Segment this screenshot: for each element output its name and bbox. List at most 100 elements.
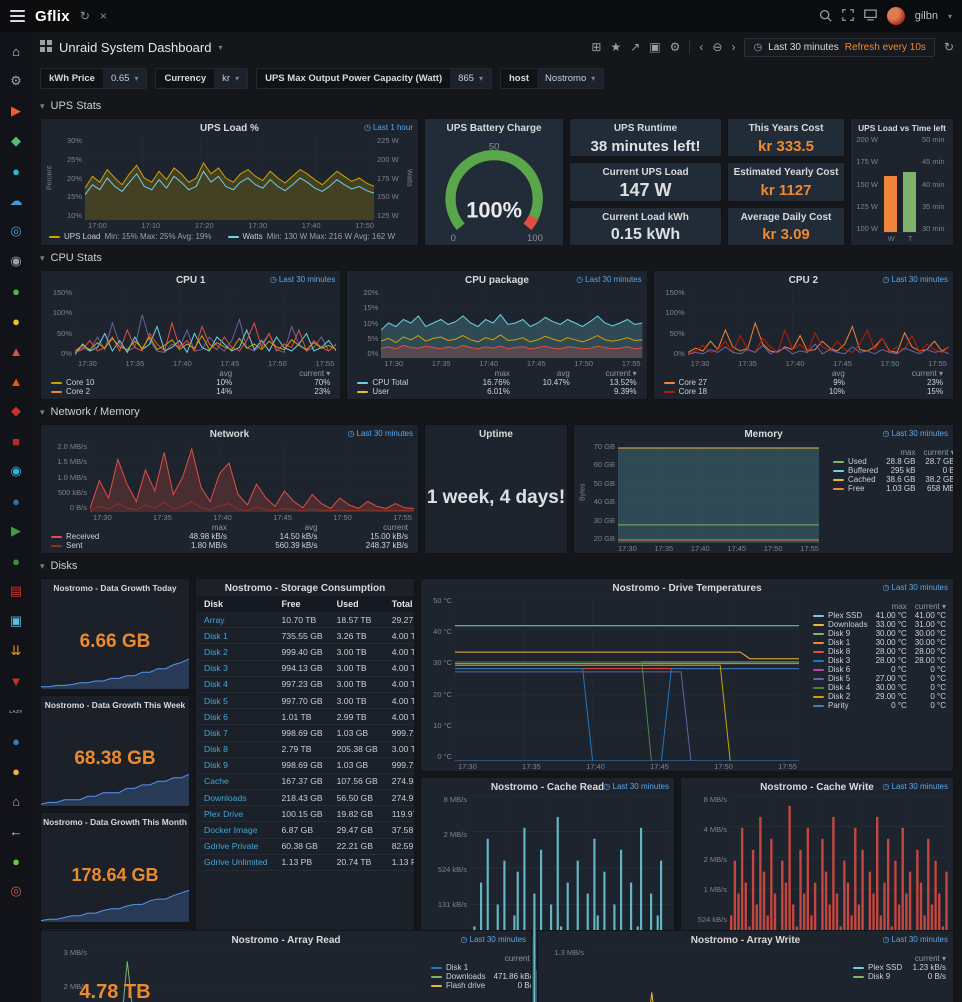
legend-column-header[interactable]: current ▾: [911, 369, 943, 378]
cpu1-chart[interactable]: [75, 288, 337, 358]
drive-temperatures-chart[interactable]: [455, 596, 799, 761]
disk-name-cell[interactable]: Downloads: [197, 789, 275, 807]
legend-item[interactable]: Used: [833, 457, 878, 466]
panel-title[interactable]: Current UPS Load: [602, 167, 689, 179]
sidebar-app-green-play-icon[interactable]: ▶: [11, 523, 21, 538]
sidebar-app-teal-circle-icon[interactable]: ●: [12, 163, 20, 179]
panel-title[interactable]: Estimated Yearly Cost: [733, 167, 839, 179]
disk-name-cell[interactable]: Disk 6: [197, 708, 275, 726]
legend-item[interactable]: Disk 6: [813, 665, 868, 674]
memory-chart[interactable]: [618, 442, 819, 543]
panel-title[interactable]: Nostromo - Cache Write: [760, 782, 874, 793]
sidebar-app-sab-icon[interactable]: ●: [12, 763, 20, 779]
panel-title[interactable]: Memory: [744, 429, 783, 440]
dashboard-title[interactable]: Unraid System Dashboard: [59, 39, 212, 55]
panel-title[interactable]: UPS Load %: [200, 123, 259, 134]
refresh-dashboard-icon[interactable]: ↻: [943, 40, 954, 54]
panel-title[interactable]: This Years Cost: [748, 123, 824, 134]
legend-item[interactable]: Core 2: [51, 387, 172, 396]
zoom-out-icon[interactable]: ⊖: [712, 40, 723, 54]
disk-name-cell[interactable]: Disk 2: [197, 643, 275, 661]
panel-title[interactable]: Nostromo - Array Read: [231, 935, 341, 946]
legend-column-header[interactable]: avg: [219, 369, 233, 378]
table-column-header[interactable]: Used: [329, 596, 385, 612]
legend-item[interactable]: Disk 9: [853, 972, 904, 981]
sidebar-app-red-ring-icon[interactable]: ◎: [10, 883, 22, 898]
time-override-badge[interactable]: ◷ Last 30 minutes: [270, 275, 335, 284]
legend-column-header[interactable]: current ▾: [605, 369, 637, 378]
legend-column-header[interactable]: max: [211, 523, 227, 532]
panel-title[interactable]: Nostromo - Cache Read: [490, 782, 605, 793]
legend-column-header[interactable]: current ▾: [299, 369, 331, 378]
sidebar-app-down-red-icon[interactable]: ▼: [9, 673, 23, 689]
disk-name-cell[interactable]: Cache: [197, 773, 275, 791]
sidebar-app-user-icon[interactable]: ◉: [10, 253, 22, 268]
time-override-badge[interactable]: ◷ Last 30 minutes: [461, 935, 526, 944]
disk-name-cell[interactable]: Disk 4: [197, 676, 275, 693]
refresh-icon[interactable]: ↻: [79, 9, 90, 23]
username[interactable]: gilbn: [914, 10, 938, 22]
sidebar-app-blue-circle-icon[interactable]: ●: [12, 493, 20, 509]
legend-item[interactable]: Core 27: [663, 378, 785, 387]
sidebar-app-flame-icon[interactable]: ▲: [9, 373, 23, 389]
sidebar-app-stripes-icon[interactable]: ▤: [9, 583, 23, 598]
legend-column-header[interactable]: max: [900, 448, 916, 457]
fullscreen-icon[interactable]: [841, 9, 854, 23]
variable-value-dropdown[interactable]: 865 ▾: [450, 68, 491, 88]
panel-title[interactable]: CPU package: [465, 275, 529, 286]
array-write-chart[interactable]: [587, 948, 839, 1002]
table-column-header[interactable]: Disk: [197, 596, 275, 612]
legend-item[interactable]: Flash drive: [431, 981, 486, 990]
user-menu-caret-icon[interactable]: ▾: [947, 11, 952, 21]
legend-column-header[interactable]: max: [494, 369, 510, 378]
time-override-badge[interactable]: ◷ Last 30 minutes: [604, 782, 669, 791]
close-icon[interactable]: ×: [99, 9, 107, 23]
share-icon[interactable]: ↗: [630, 40, 641, 54]
bar-t[interactable]: [903, 171, 916, 232]
time-range-picker[interactable]: ◷ Last 30 minutes Refresh every 10s: [744, 37, 935, 57]
legend-item[interactable]: Disk 1: [813, 638, 868, 647]
sidebar-unraid-icon[interactable]: ▶: [11, 103, 21, 118]
sidebar-app-red-box-icon[interactable]: ■: [12, 433, 20, 449]
time-forward-icon[interactable]: ›: [731, 40, 736, 54]
disk-name-cell[interactable]: Disk 3: [197, 660, 275, 677]
panel-title[interactable]: Average Daily Cost: [740, 211, 832, 223]
panel-title[interactable]: Nostromo - Data Growth Today: [53, 583, 177, 593]
disk-name-cell[interactable]: Disk 7: [197, 724, 275, 742]
cpu2-chart[interactable]: [687, 288, 949, 358]
legend-item[interactable]: Disk 3: [813, 656, 868, 665]
sidebar-github-icon[interactable]: ●: [12, 853, 20, 869]
panel-title[interactable]: Nostromo - Data Growth This Week: [44, 699, 186, 710]
legend-item[interactable]: Disk 5: [813, 674, 868, 683]
table-column-header[interactable]: Free: [274, 596, 330, 612]
ups-load-chart[interactable]: [85, 136, 374, 220]
user-avatar[interactable]: [886, 7, 905, 25]
variable-value-dropdown[interactable]: 0.65 ▾: [102, 68, 147, 88]
legend-item[interactable]: UPS Load Min: 15% Max: 25% Avg: 19%: [49, 232, 212, 241]
dashboard-title-caret-icon[interactable]: ▾: [218, 42, 223, 52]
panel-title[interactable]: Nostromo - Data Growth This Month: [43, 816, 187, 827]
sidebar-app-building-icon[interactable]: ⌂: [12, 793, 20, 809]
legend-item[interactable]: Buffered: [833, 466, 878, 475]
sidebar-settings-icon[interactable]: ⚙: [10, 73, 22, 88]
legend-column-header[interactable]: avg: [831, 369, 845, 378]
star-icon[interactable]: ★: [610, 40, 622, 54]
network-chart[interactable]: [90, 442, 414, 512]
time-override-badge[interactable]: ◷ Last 30 minutes: [883, 429, 948, 438]
sidebar-app-lazy-icon[interactable]: LAZY: [9, 708, 23, 714]
row-disks[interactable]: ▾ Disks: [40, 554, 954, 578]
sidebar-app-camera-icon[interactable]: ▣: [9, 613, 23, 628]
legend-item[interactable]: Core 18: [663, 387, 785, 396]
legend-item[interactable]: Disk 8: [813, 647, 868, 656]
row-cpu-stats[interactable]: ▾ CPU Stats: [40, 246, 954, 270]
search-icon[interactable]: [819, 9, 832, 24]
panel-title[interactable]: UPS Battery Charge: [446, 123, 542, 134]
disk-name-cell[interactable]: Disk 8: [197, 741, 275, 758]
panel-title[interactable]: Nostromo - Array Write: [690, 935, 801, 946]
time-override-badge[interactable]: ◷ Last 30 minutes: [348, 429, 413, 438]
disk-name-cell[interactable]: Disk 1: [197, 627, 275, 645]
legend-item[interactable]: Received: [51, 532, 144, 541]
settings-icon[interactable]: ⚙: [669, 40, 681, 54]
sidebar-app-cloud-icon[interactable]: ☁: [9, 193, 23, 208]
sidebar-app-green-circle-icon[interactable]: ●: [12, 553, 20, 569]
